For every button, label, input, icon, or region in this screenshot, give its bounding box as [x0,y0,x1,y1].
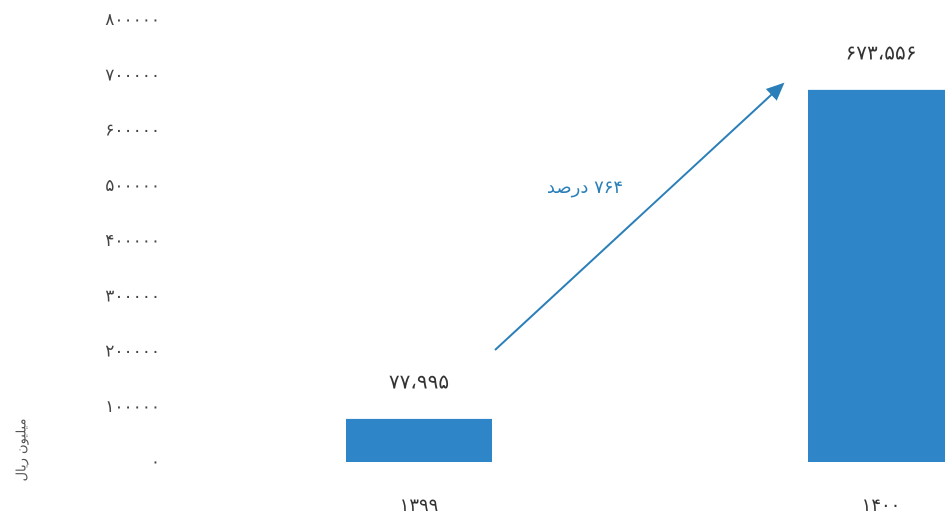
value-label: ۶۷۳،۵۵۶ [846,40,917,64]
y-tick-label: ۸۰۰۰۰۰ [105,10,160,30]
annotation: ۷۶۴ درصد [547,177,623,198]
y-tick-label: ۴۰۰۰۰۰ [105,231,160,251]
growth-arrow [494,82,785,351]
y-tick-label: ۶۰۰۰۰۰ [105,121,160,141]
y-tick-label: ۵۰۰۰۰۰ [105,176,160,196]
value-label: ۷۷،۹۹۵ [389,369,449,393]
y-tick-label: ۱۰۰۰۰۰ [105,397,160,417]
x-tick-label: ۱۴۰۰ [862,495,901,516]
y-axis-label: میلیون ریال [15,419,30,482]
x-tick-label: ۱۳۹۹ [400,495,439,516]
y-tick-label: ۷۰۰۰۰۰ [105,65,160,85]
y-tick-label: ۳۰۰۰۰۰ [105,286,160,306]
bar [808,89,945,462]
y-tick-label: ۲۰۰۰۰۰ [105,342,160,362]
y-tick-label: ۰ [151,452,160,472]
bar [346,418,492,462]
